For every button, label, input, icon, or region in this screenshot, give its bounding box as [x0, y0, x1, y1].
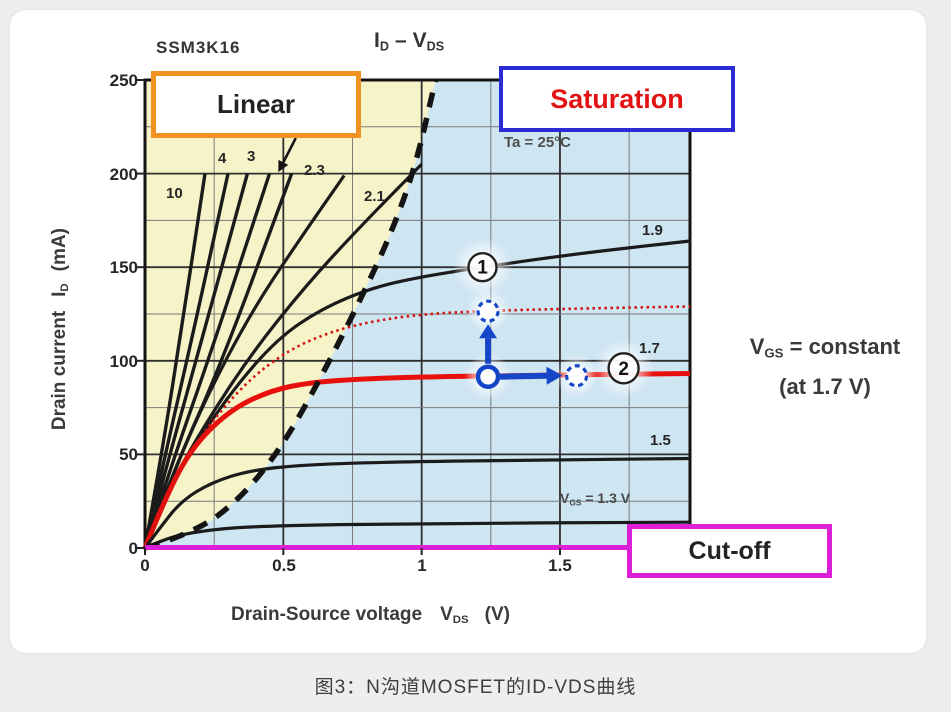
- x-tick-0-5: 0.5: [272, 556, 296, 575]
- title-current-symbol: I: [374, 29, 380, 52]
- curve-unlabeled-3: [143, 173, 272, 549]
- chart-title: ID – VDS: [374, 29, 444, 54]
- curve-label-2-1: 2.1: [364, 188, 385, 205]
- device-name: SSM3K16: [156, 38, 241, 57]
- curve-vgs-2.3: [143, 174, 346, 549]
- right-arrow-head: [546, 366, 563, 385]
- curve-label-10: 10: [166, 185, 183, 202]
- y-axis-label: Drain current ID (mA): [49, 197, 71, 461]
- saturation-region-label: Saturation: [550, 83, 684, 114]
- vgs-1-3-value: = 1.3 V: [585, 490, 631, 506]
- y-axis-unit: (mA): [48, 228, 70, 272]
- linear-region-label: Linear: [216, 89, 296, 119]
- vgs-symbol: V: [749, 334, 765, 359]
- operating-point-marker: [475, 364, 501, 389]
- y-axis-symbol: I: [48, 291, 70, 297]
- y-tick-250: 250: [109, 71, 138, 90]
- up-arrow-head: [479, 324, 498, 339]
- saturation-region-box: Saturation: [499, 66, 735, 132]
- x-axis-symbol: V: [440, 604, 453, 625]
- circled-1-annotation-number: 1: [477, 258, 488, 279]
- curve-vgs-1.5: [143, 456, 691, 549]
- y-tick-200: 200: [109, 165, 138, 184]
- curve-label-3: 3: [247, 148, 256, 165]
- curve-vgs-3: [143, 173, 250, 549]
- vgs-constant-line2: (at 1.7 V): [779, 373, 871, 399]
- curve-label-2-3: 2.3: [304, 162, 325, 179]
- curve-label-1-9: 1.9: [642, 222, 663, 239]
- vgs-subscript: GS: [569, 497, 582, 508]
- circled-2-annotation-number: 2: [618, 359, 629, 380]
- cutoff-region-box: Cut-off: [627, 524, 832, 578]
- x-axis-subscript: DS: [452, 614, 469, 627]
- curve-vgs-4: [143, 173, 230, 549]
- y-tick-0: 0: [128, 539, 138, 558]
- vgs-direction-arrow-shaft: [282, 137, 297, 163]
- cutoff-region-label: Cut-off: [688, 536, 771, 565]
- curve-unlabeled-9: [143, 305, 691, 549]
- y-axis-subscript: D: [59, 283, 72, 292]
- vgs-constant-note: VGS = constant (at 1.7 V): [702, 334, 948, 400]
- circled-2-annotation-circle: [607, 352, 640, 385]
- y-tick-50: 50: [119, 445, 138, 464]
- curve-label-4: 4: [218, 150, 227, 167]
- x-tick-0: 0: [140, 556, 150, 575]
- vgs-1-3-curve-label: VGS = 1.3 V: [560, 490, 630, 507]
- title-current-subscript: D: [379, 39, 389, 54]
- curve-label-1-5: 1.5: [650, 432, 671, 449]
- shifted-point-right-marker: [564, 364, 589, 388]
- linear-region-box: Linear: [151, 71, 361, 138]
- y-tick-150: 150: [109, 258, 138, 277]
- title-voltage-subscript: DS: [426, 39, 445, 54]
- x-axis-unit: (V): [484, 604, 510, 625]
- vgs-subscript: GS: [764, 345, 784, 361]
- vgs-symbol: V: [560, 490, 570, 506]
- vgs-direction-arrow-head: [278, 159, 289, 173]
- curve-vgs-10: [143, 173, 207, 549]
- right-arrow-shaft: [499, 372, 547, 380]
- x-tick-1: 1: [417, 556, 427, 575]
- shifted-point-up-marker: [476, 299, 500, 323]
- circled-1-annotation-circle: [467, 252, 498, 283]
- y-axis-name: Drain current: [48, 310, 70, 431]
- x-axis-name: Drain-Source voltage: [231, 604, 423, 625]
- saturation-boundary-curve: [144, 79, 439, 551]
- title-voltage-symbol: V: [412, 29, 427, 52]
- y-tick-100: 100: [109, 352, 138, 371]
- figure-caption: 图3：N沟道MOSFET的ID-VDS曲线: [314, 677, 637, 698]
- x-axis-label: Drain-Source voltage VDS (V): [231, 604, 510, 626]
- vgs-constant-line1: VGS = constant: [702, 334, 948, 361]
- title-separator: –: [394, 29, 407, 52]
- curve-label-1-7: 1.7: [639, 340, 660, 357]
- temperature-condition: Ta = 25°C: [504, 134, 572, 151]
- vgs-constant-text: = constant: [789, 334, 901, 359]
- x-tick-1-5: 1.5: [548, 556, 572, 575]
